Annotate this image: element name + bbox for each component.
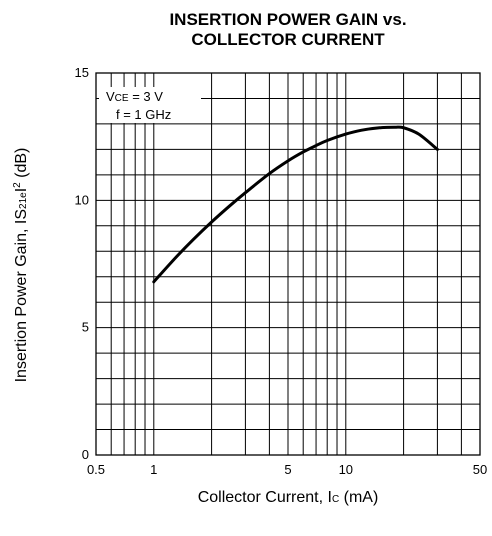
x-tick-label: 50: [473, 462, 487, 477]
series-line: [152, 125, 439, 284]
chart-subtitle: COLLECTOR CURRENT: [191, 30, 385, 49]
y-axis-label: Insertion Power Gain, IS21eI2 (dB): [12, 148, 30, 383]
y-tick-label: 10: [75, 192, 89, 207]
x-tick-label: 5: [284, 462, 291, 477]
y-tick-label: 5: [82, 320, 89, 335]
chart-title: INSERTION POWER GAIN vs.: [169, 10, 407, 29]
annotation-box: VCE = 3 V f = 1 GHz: [106, 89, 171, 122]
annotation-line-1: VCE = 3 V: [106, 89, 163, 104]
y-tick-label: 15: [75, 65, 89, 80]
x-axis-label: Collector Current, IC (mA): [198, 489, 379, 506]
x-tick-label: 0.5: [87, 462, 105, 477]
x-tick-label: 10: [339, 462, 353, 477]
grid-lines: [96, 73, 480, 455]
annotation-line-2: f = 1 GHz: [116, 107, 171, 122]
plot-frame: [95, 72, 481, 456]
annotation-background: [99, 87, 201, 123]
y-tick-label: 0: [82, 447, 89, 462]
x-tick-label: 1: [150, 462, 157, 477]
